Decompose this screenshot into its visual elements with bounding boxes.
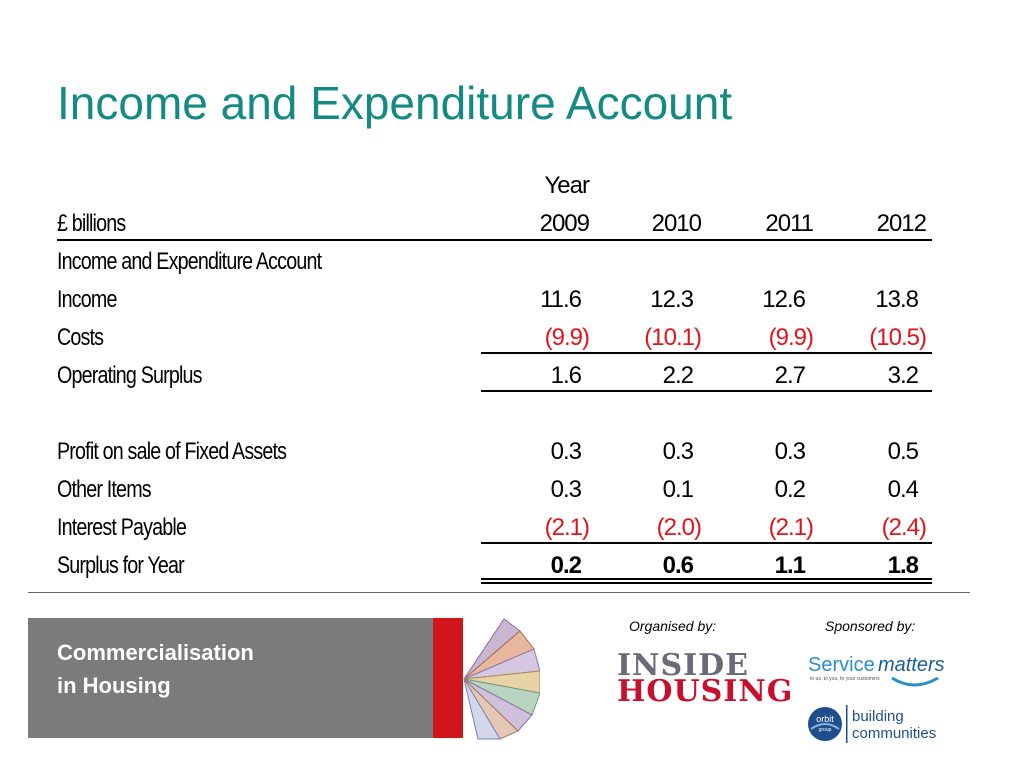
row-label: Operating Surplus: [57, 362, 203, 389]
costs-subtotal-rule: [481, 352, 932, 354]
cell-value: 0.3: [550, 476, 582, 503]
year-2011-header: 2011: [765, 210, 814, 237]
year-header: Year: [544, 172, 590, 199]
cell-value: (2.0): [656, 514, 702, 541]
cell-value: (9.9): [544, 324, 590, 351]
cell-value: 1.1: [774, 552, 806, 579]
cell-value: 2.2: [662, 362, 694, 389]
cell-value: 0.3: [550, 438, 582, 465]
cell-value: 11.6: [540, 286, 582, 313]
interest-subtotal-rule: [481, 542, 932, 544]
cell-value: 1.6: [550, 362, 582, 389]
cell-value: 12.6: [762, 286, 806, 313]
table-row: Costs (9.9) (10.1) (9.9) (10.5): [57, 318, 932, 356]
service-matters-tagline: to us, to you, to your customers: [810, 676, 880, 682]
service-matters-word-b: matters: [878, 654, 944, 676]
year-2012-header: 2012: [876, 210, 927, 237]
section-label: Income and Expenditure Account: [57, 248, 322, 275]
cell-value: 13.8: [875, 286, 919, 313]
row-label: Income: [57, 286, 117, 313]
cell-value: 2.7: [774, 362, 806, 389]
cell-value: 0.5: [887, 438, 919, 465]
inside-housing-line-2: HOUSING: [617, 674, 794, 709]
banknote-fan-image: [463, 618, 540, 740]
row-label: Other Items: [57, 476, 152, 503]
inside-housing-logo: INSIDE HOUSING: [617, 648, 794, 709]
financial-table: Year £ billions 2009 2010 2011 2012 Inco…: [57, 166, 932, 584]
banner-line-1: Commercialisation: [57, 640, 254, 665]
slide-title: Income and Expenditure Account: [57, 77, 733, 129]
cell-value: (2.1): [768, 514, 814, 541]
cell-value: 0.2: [550, 552, 582, 579]
row-label: Surplus for Year: [57, 552, 185, 579]
year-header-row: Year: [57, 166, 932, 204]
table-row: Other Items 0.3 0.1 0.2 0.4: [57, 470, 932, 508]
smile-curve-icon: [891, 676, 939, 687]
unit-label: £ billions: [57, 210, 126, 237]
row-label: Interest Payable: [57, 514, 187, 541]
table-row: Profit on sale of Fixed Assets 0.3 0.3 0…: [57, 432, 932, 470]
cell-value: 0.6: [662, 552, 694, 579]
cell-value: 0.4: [887, 476, 919, 503]
footer-divider: [28, 592, 970, 593]
section-row: Income and Expenditure Account: [57, 242, 932, 280]
column-header-row: £ billions 2009 2010 2011 2012: [57, 204, 932, 242]
orbit-group-logo: orbit group building communities: [805, 701, 945, 752]
service-matters-logo: Service matters to us, to you, to your c…: [808, 652, 945, 697]
spacer-row: [57, 394, 932, 432]
banner-line-2: in Housing: [57, 673, 171, 698]
cell-value: 0.1: [662, 476, 694, 503]
total-double-rule-bottom: [481, 582, 932, 584]
cell-value: (10.5): [869, 324, 927, 351]
table-row: Interest Payable (2.1) (2.0) (2.1) (2.4): [57, 508, 932, 546]
cell-value: 0.3: [774, 438, 806, 465]
row-label: Costs: [57, 324, 104, 351]
organised-by-label: Organised by:: [629, 618, 717, 634]
table-row: Income 11.6 12.3 12.6 13.8: [57, 280, 932, 318]
table-row: Operating Surplus 1.6 2.2 2.7 3.2: [57, 356, 932, 394]
table-row: Surplus for Year 0.2 0.6 1.1 1.8: [57, 546, 932, 584]
cell-value: 1.8: [887, 552, 919, 579]
orbit-badge-sub: group: [819, 727, 832, 733]
cell-value: (10.1): [644, 324, 702, 351]
cell-value: (2.4): [881, 514, 927, 541]
total-double-rule-top: [481, 578, 932, 580]
orbit-badge-text: orbit: [816, 714, 834, 724]
cell-value: 3.2: [887, 362, 919, 389]
cell-value: 12.3: [650, 286, 694, 313]
orbit-line-1: building: [852, 708, 904, 725]
cell-value: (9.9): [768, 324, 814, 351]
orbit-line-2: communities: [852, 725, 936, 742]
row-label: Profit on sale of Fixed Assets: [57, 438, 287, 465]
service-matters-word-a: Service: [808, 654, 875, 676]
operating-surplus-rule: [481, 390, 932, 392]
sponsored-by-label: Sponsored by:: [825, 618, 916, 634]
cell-value: 0.3: [662, 438, 694, 465]
cell-value: (2.1): [544, 514, 590, 541]
banner-red-strip: [433, 618, 463, 738]
year-2009-header: 2009: [539, 210, 590, 237]
year-2010-header: 2010: [651, 210, 702, 237]
event-banner-text: Commercialisation in Housing: [57, 636, 254, 702]
inside-housing-line-1: INSIDE: [617, 648, 750, 683]
header-rule: [57, 239, 932, 241]
event-banner: [28, 618, 433, 738]
cell-value: 0.2: [774, 476, 806, 503]
